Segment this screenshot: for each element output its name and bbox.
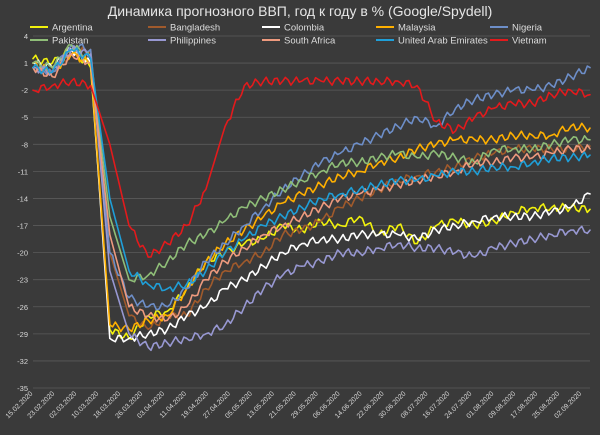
series-line-argentina — [32, 48, 591, 341]
y-tick-label: -32 — [17, 357, 28, 366]
y-tick-label: -23 — [17, 276, 28, 285]
series-line-malaysia — [32, 51, 591, 333]
legend-label: Nigeria — [512, 23, 543, 34]
series-line-south-africa — [32, 53, 591, 323]
y-tick-label: -11 — [18, 167, 28, 176]
legend-label: Malaysia — [398, 23, 436, 34]
legend: Argentina Bangladesh Colombia Malaysia Niger… — [30, 23, 547, 47]
y-tick-label: 1 — [24, 59, 28, 68]
series-line-pakistan — [32, 44, 591, 283]
y-tick-label: -20 — [17, 249, 28, 258]
y-tick-label: -5 — [21, 113, 28, 122]
legend-label: United Arab Emirates — [398, 36, 488, 47]
legend-label: Vietnam — [512, 36, 547, 47]
series-line-vietnam — [32, 76, 591, 258]
legend-label: South Africa — [284, 36, 336, 47]
legend-label: Colombia — [284, 23, 325, 34]
y-tick-label: 4 — [24, 32, 28, 41]
y-tick-label: -35 — [17, 384, 28, 393]
y-tick-label: -17 — [17, 222, 28, 231]
chart-title: Динамика прогнозного ВВП, год к году в %… — [108, 3, 493, 19]
y-tick-label: -8 — [21, 140, 28, 149]
y-tick-label: -29 — [17, 330, 28, 339]
legend-label: Philippines — [170, 36, 216, 47]
legend-label: Pakistan — [52, 36, 88, 47]
legend-label: Argentina — [52, 23, 93, 34]
y-tick-label: -14 — [17, 194, 28, 203]
y-tick-label: -2 — [21, 86, 28, 95]
series-line-philippines — [32, 45, 591, 352]
y-tick-label: -26 — [17, 303, 28, 312]
legend-label: Bangladesh — [170, 23, 220, 34]
series-line-colombia — [32, 47, 591, 343]
series-layer — [32, 43, 591, 352]
series-line-united-arab-emirates — [32, 47, 591, 293]
